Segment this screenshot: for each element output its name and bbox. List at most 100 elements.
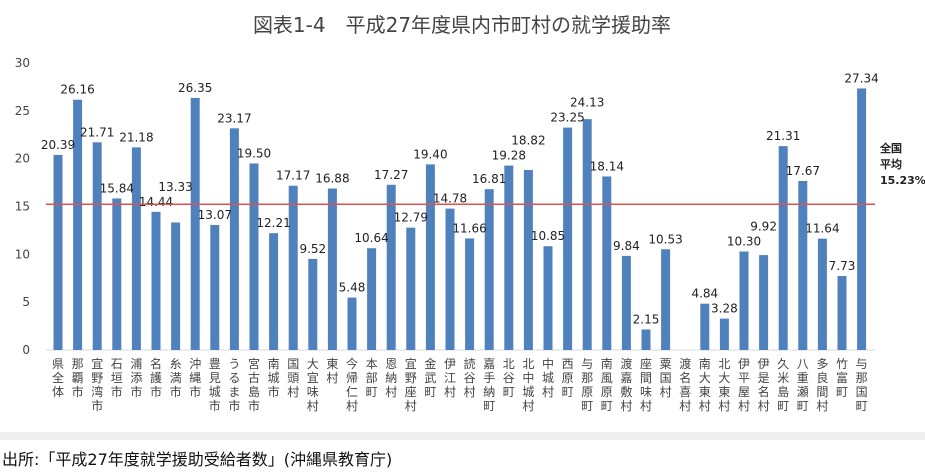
x-tick-label: 浦添市: [130, 357, 142, 399]
bar: [563, 127, 573, 350]
x-tick-label: 本部町: [366, 357, 378, 399]
data-label: 13.07: [198, 208, 232, 222]
data-label: 17.27: [374, 168, 408, 182]
bar: [543, 246, 553, 350]
bar: [465, 238, 475, 350]
data-label: 19.50: [237, 146, 271, 160]
data-label: 27.34: [844, 71, 878, 85]
x-tick-label: 北谷町: [503, 357, 515, 399]
x-tick-label: 粟国村: [660, 357, 672, 399]
bar: [367, 248, 377, 350]
bar: [229, 128, 239, 350]
bar: [700, 303, 710, 350]
data-label: 14.78: [433, 192, 467, 206]
data-label: 14.44: [139, 195, 173, 209]
bar: [778, 146, 788, 350]
x-tick-label: 与那国町: [856, 357, 868, 413]
bar: [210, 224, 220, 350]
bar: [523, 169, 533, 350]
data-label: 16.81: [472, 172, 506, 186]
x-tick-label: 今帰仁村: [346, 356, 358, 413]
x-tick-label: 恩納村: [385, 357, 397, 399]
data-label: 21.31: [766, 129, 800, 143]
bar-chart: 図表1-4 平成27年度県内市町村の就学援助率 0 5 10 15 20 25 30 20.…: [15, 13, 925, 413]
bar: [53, 154, 63, 350]
data-label: 10.85: [531, 229, 565, 243]
bar: [347, 297, 357, 350]
x-tick-label: うるま市: [228, 357, 240, 413]
reference-label: 平均: [880, 157, 902, 171]
bar: [621, 255, 631, 350]
bar: [308, 258, 318, 350]
data-label: 18.14: [590, 159, 624, 173]
x-tick-label: 伊是名村: [758, 357, 770, 413]
bar: [739, 251, 749, 350]
bar: [112, 198, 122, 350]
data-label: 9.92: [750, 219, 777, 233]
y-tick-label: 25: [15, 104, 30, 118]
data-label: 3.28: [711, 302, 738, 316]
bar: [445, 208, 455, 350]
x-tick-label: 伊平屋村: [738, 357, 750, 413]
x-tick-label: 金武町: [424, 356, 436, 399]
y-tick-label: 5: [22, 295, 30, 309]
data-label: 12.21: [256, 216, 290, 230]
y-tick-label: 20: [15, 152, 30, 166]
data-label: 12.79: [394, 211, 428, 225]
data-label: 10.64: [354, 231, 388, 245]
bar: [719, 318, 729, 350]
y-tick-label: 15: [15, 200, 30, 214]
x-tick-label: 読谷村: [464, 356, 476, 399]
bar: [171, 222, 181, 350]
source-note: 出所:「平成27年度就学援助受給者数」(沖縄県教育庁): [2, 450, 393, 469]
x-tick-label: 南大東村: [699, 356, 711, 413]
bar: [484, 189, 494, 350]
bar: [504, 165, 514, 350]
x-tick-label: 久米島町: [777, 357, 789, 413]
divider: [0, 432, 925, 440]
x-tick-label: 中城村: [542, 356, 554, 399]
x-tick-label: 名護市: [150, 356, 162, 399]
data-label: 10.30: [727, 234, 761, 248]
data-label: 18.82: [511, 134, 545, 148]
data-label: 17.17: [276, 169, 310, 183]
data-label: 21.71: [80, 125, 114, 139]
bar: [602, 176, 612, 350]
bar: [817, 238, 827, 350]
bar: [190, 97, 200, 350]
x-tick-label: 西原町: [562, 357, 574, 399]
bar: [131, 147, 141, 350]
bar: [582, 119, 592, 350]
data-label: 26.16: [60, 83, 94, 97]
data-label: 4.84: [691, 287, 718, 301]
reference-label: 15.23%: [880, 174, 925, 187]
data-label: 15.84: [100, 181, 134, 195]
bar: [406, 227, 416, 350]
data-label: 2.15: [633, 312, 660, 326]
data-label: 5.48: [339, 281, 366, 295]
x-tick-label: 座間味村: [640, 356, 652, 413]
x-tick-label: 国頭村: [287, 357, 299, 399]
x-tick-label: 北中城村: [522, 357, 534, 413]
data-label: 13.33: [158, 180, 192, 194]
bar: [837, 276, 847, 350]
bar: [73, 99, 83, 351]
data-label: 11.66: [452, 221, 486, 235]
x-tick-label: 那覇市: [72, 357, 84, 399]
data-label: 21.18: [119, 130, 153, 144]
bar: [641, 329, 651, 350]
y-tick-label: 0: [22, 343, 30, 357]
x-tick-label: 沖縄市: [189, 357, 201, 399]
data-label: 20.39: [41, 138, 75, 152]
chart-title: 図表1-4 平成27年度県内市町村の就学援助率: [253, 13, 671, 37]
x-tick-label: 八重瀬町: [797, 357, 809, 413]
data-label: 19.40: [413, 147, 447, 161]
x-tick-label: 豊見城市: [209, 357, 221, 413]
x-tick-label: 多良間村: [816, 357, 828, 413]
bar: [857, 88, 867, 351]
x-tick-label: 宜野湾市: [91, 356, 103, 413]
data-label: 7.73: [829, 259, 856, 273]
x-tick-label: 南風原町: [601, 356, 613, 413]
x-tick-label: 伊江村: [444, 357, 456, 399]
